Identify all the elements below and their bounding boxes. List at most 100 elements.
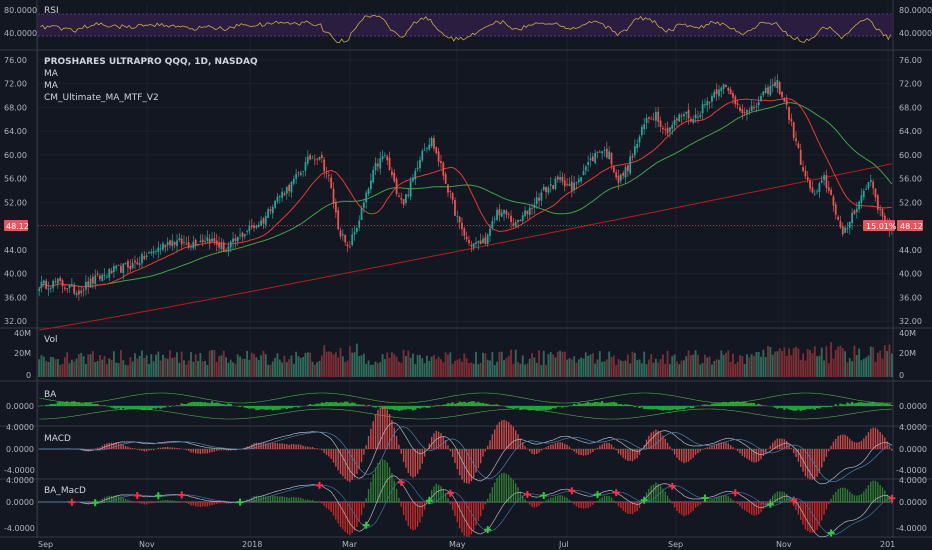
candle-body bbox=[865, 188, 868, 190]
volume-bar bbox=[330, 351, 333, 377]
volume-bar bbox=[229, 359, 232, 377]
volume-bar bbox=[75, 358, 78, 377]
volume-bar bbox=[832, 358, 835, 377]
price-tick-right: 76.00 bbox=[899, 56, 922, 65]
volume-bar bbox=[689, 355, 692, 377]
candle-body bbox=[288, 184, 291, 192]
time-tick-label: Jul bbox=[558, 540, 569, 549]
candle-body bbox=[860, 195, 863, 203]
candle-body bbox=[547, 187, 550, 193]
volume-bar bbox=[306, 352, 309, 377]
candle-body bbox=[302, 171, 305, 172]
candle-body bbox=[208, 239, 211, 244]
candle-body bbox=[108, 268, 111, 278]
volume-bar bbox=[178, 362, 181, 377]
volume-bar bbox=[358, 356, 361, 377]
volume-bar bbox=[150, 354, 153, 377]
candle-body bbox=[304, 162, 307, 171]
volume-bar bbox=[351, 352, 354, 377]
volume-bar bbox=[433, 355, 435, 377]
candle-body bbox=[484, 237, 487, 244]
volume-bar bbox=[297, 356, 300, 377]
volume-bar bbox=[587, 355, 590, 377]
volume-bar bbox=[157, 351, 160, 377]
candle-body bbox=[676, 118, 678, 121]
bam-tick-left-4: 4.0000 bbox=[6, 476, 34, 485]
candle-body bbox=[155, 251, 157, 252]
candle-body bbox=[514, 222, 517, 227]
ba-macd-pane[interactable]: BA_MacD 4.0000 0.0000 -4.0000 4.0000 0.0… bbox=[4, 459, 927, 538]
volume-bar bbox=[103, 355, 106, 377]
candle-body bbox=[87, 281, 90, 287]
candle-body bbox=[582, 171, 585, 175]
candle-body bbox=[421, 150, 424, 161]
volume-bar bbox=[699, 364, 702, 377]
candle-body bbox=[570, 181, 573, 191]
volume-bar bbox=[246, 350, 249, 377]
candle-body bbox=[365, 192, 368, 203]
volume-bar bbox=[59, 365, 62, 377]
volume-bar bbox=[449, 352, 452, 377]
candle-body bbox=[617, 175, 620, 183]
volume-bar bbox=[566, 359, 569, 377]
volume-bar bbox=[482, 352, 484, 377]
candle-body bbox=[220, 243, 223, 250]
candle-body bbox=[500, 212, 503, 217]
candle-body bbox=[816, 191, 818, 193]
volume-bar bbox=[682, 360, 685, 377]
volume-bar bbox=[636, 360, 639, 377]
candle-body bbox=[77, 290, 80, 295]
candle-body bbox=[124, 263, 127, 265]
candle-body bbox=[110, 270, 113, 274]
volume-bar bbox=[573, 356, 576, 377]
volume-bar bbox=[580, 357, 583, 377]
volume-bar bbox=[570, 359, 573, 377]
candle-body bbox=[521, 215, 524, 221]
volume-bar bbox=[708, 356, 711, 377]
candle-body bbox=[489, 228, 491, 236]
candle-body bbox=[117, 264, 120, 266]
candle-body bbox=[608, 151, 611, 160]
candle-body bbox=[552, 185, 554, 189]
candle-body bbox=[330, 177, 333, 189]
candle-body bbox=[290, 181, 293, 193]
volume-bar bbox=[213, 349, 216, 377]
candle-body bbox=[218, 242, 220, 248]
volume-bar bbox=[713, 360, 716, 377]
candle-body bbox=[477, 241, 480, 243]
macd-pane[interactable]: MACD 4.0000 0.0000 -4.0000 4.0000 0.0000… bbox=[4, 406, 927, 485]
candle-body bbox=[624, 167, 627, 178]
volume-bar bbox=[668, 364, 671, 377]
volume-bar bbox=[456, 359, 459, 377]
volume-bar bbox=[888, 344, 891, 377]
volume-bar bbox=[622, 361, 625, 377]
candle-body bbox=[134, 260, 136, 263]
candle-body bbox=[94, 275, 97, 284]
volume-bar bbox=[781, 351, 783, 377]
ba-pane[interactable]: BA 0.0000 0.0000 bbox=[6, 390, 927, 420]
candle-body bbox=[281, 191, 284, 198]
volume-bar bbox=[141, 350, 143, 377]
volume-bar bbox=[332, 354, 335, 377]
candle-body bbox=[341, 234, 344, 236]
volume-bar bbox=[545, 364, 548, 377]
volume-bar bbox=[302, 357, 305, 377]
rsi-pane[interactable]: RSI 80.0000 40.0000 80.0000 40.0000 bbox=[4, 6, 932, 43]
volume-bar bbox=[598, 351, 601, 377]
candle-body bbox=[468, 239, 470, 244]
volume-bar bbox=[159, 360, 162, 377]
candle-body bbox=[711, 95, 713, 102]
volume-bar bbox=[271, 361, 274, 377]
time-axis[interactable]: Sep Nov 2018 Mar May Jul Sep Nov 201 bbox=[38, 540, 895, 549]
volume-bar bbox=[173, 357, 176, 377]
candle-body bbox=[162, 243, 164, 250]
volume-pane[interactable]: Vol 40M 20M 0 40M 20M 0 bbox=[14, 329, 916, 380]
candle-body bbox=[99, 275, 101, 280]
volume-bar bbox=[402, 349, 405, 377]
candle-body bbox=[881, 208, 884, 217]
candle-body bbox=[837, 216, 839, 220]
volume-bar bbox=[521, 355, 524, 377]
volume-bars bbox=[38, 342, 893, 377]
volume-bar bbox=[757, 351, 760, 377]
